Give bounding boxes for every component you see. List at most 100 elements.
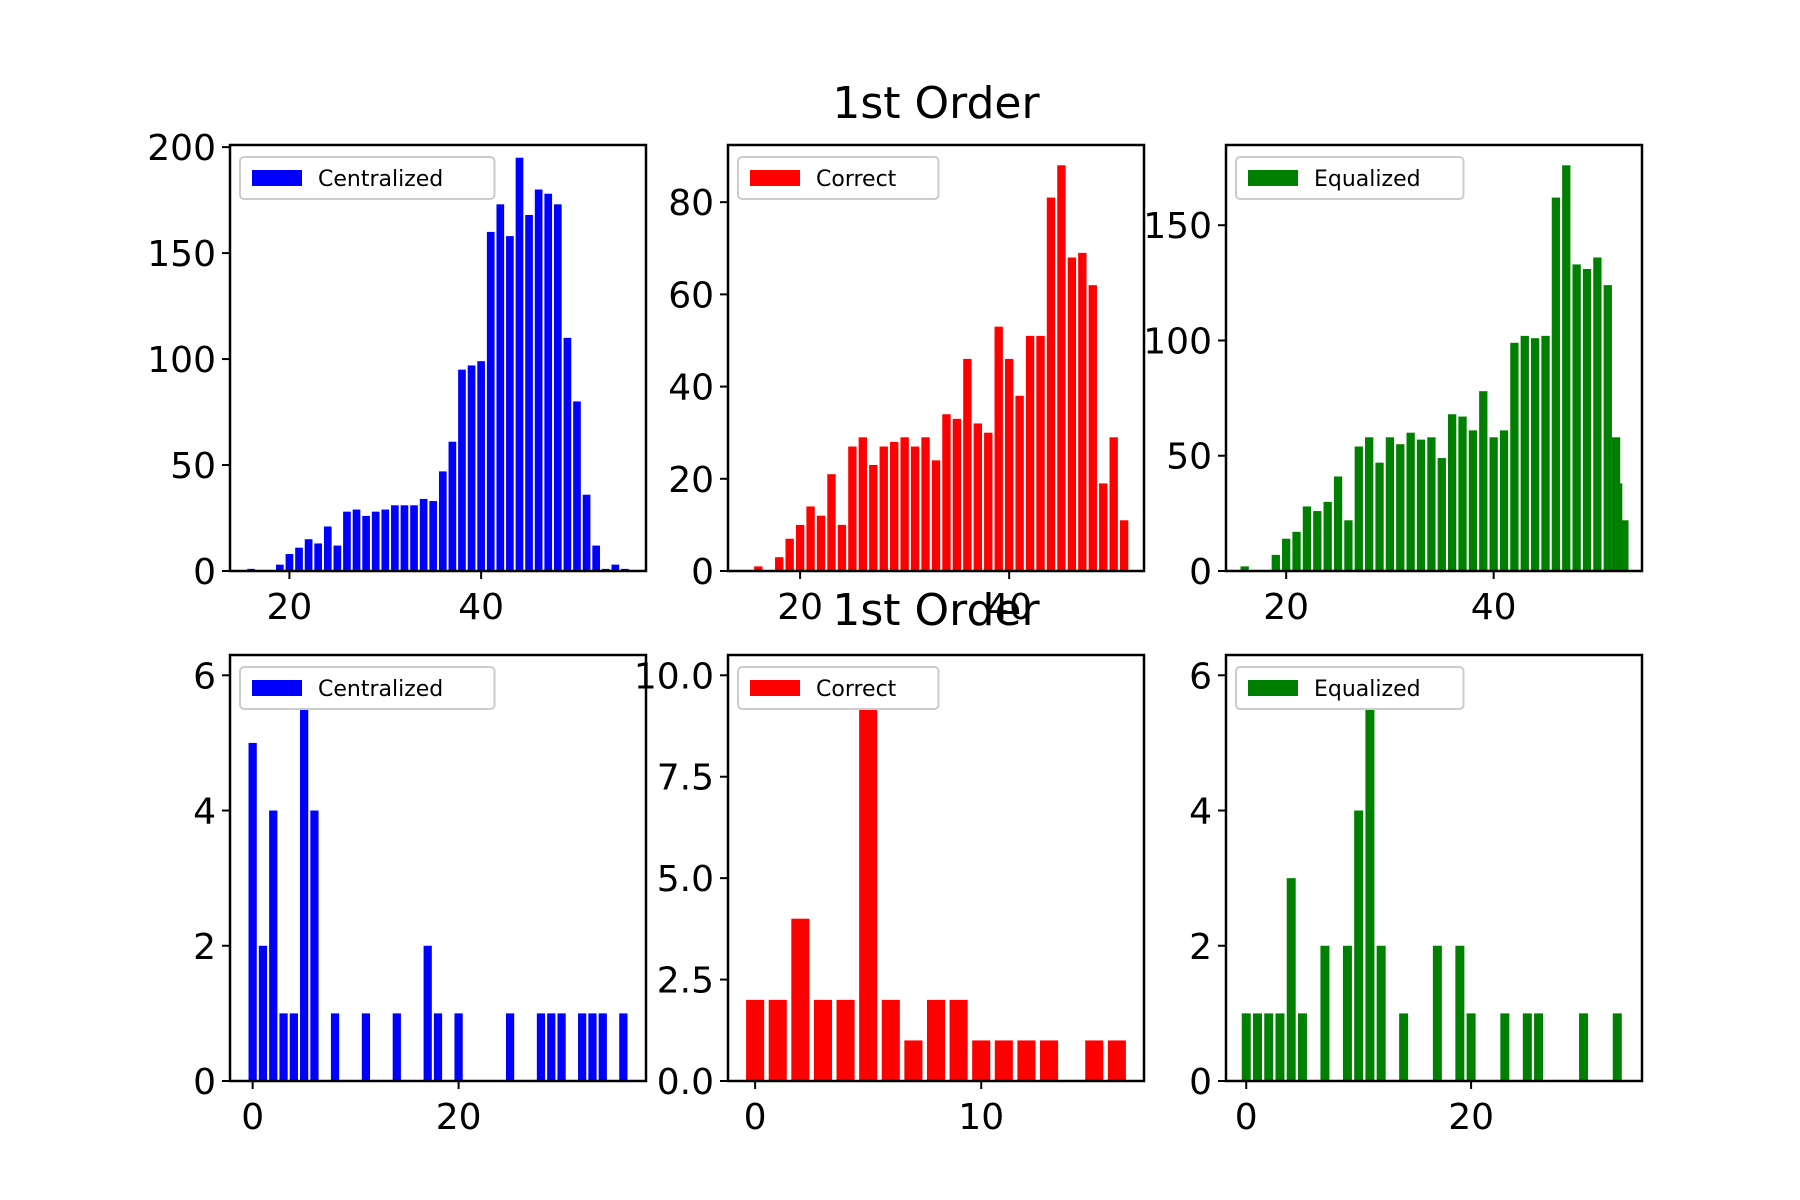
bar — [904, 1040, 923, 1081]
bar — [1275, 1013, 1285, 1081]
bar — [1541, 335, 1550, 571]
bar — [1416, 439, 1426, 571]
bar — [1036, 335, 1045, 571]
bar — [890, 441, 899, 571]
bar — [795, 524, 805, 571]
y-tick-label: 150 — [147, 234, 216, 275]
bar — [1385, 437, 1395, 571]
bar — [258, 945, 268, 1081]
bar — [496, 204, 505, 571]
bar — [1004, 358, 1014, 571]
bar — [775, 557, 784, 571]
y-tick-label: 20 — [668, 460, 714, 501]
bar — [295, 547, 303, 571]
bar — [343, 511, 351, 571]
bar — [310, 810, 319, 1081]
bar — [869, 464, 878, 571]
subplot-6: 0 20 0 2 4 6 Equalized — [1189, 653, 1644, 1138]
subplot-2: 20 40 0 20 40 60 80 Correct — [668, 143, 1146, 628]
bar — [1088, 285, 1097, 571]
bar — [1406, 432, 1415, 571]
bar — [1489, 437, 1498, 571]
bar — [592, 545, 600, 571]
bar — [754, 566, 763, 571]
y-tick-label: 50 — [170, 446, 216, 487]
x-tick-label: 0 — [241, 1097, 264, 1138]
bar — [837, 524, 847, 571]
y-tick-label: 0.0 — [657, 1062, 714, 1103]
bar — [362, 515, 370, 571]
bar — [1109, 437, 1118, 571]
bar — [371, 511, 380, 571]
bar — [1534, 1013, 1544, 1081]
axes-frame — [228, 653, 648, 1083]
bar — [994, 326, 1003, 571]
bar — [1455, 945, 1465, 1081]
bar — [248, 742, 257, 1081]
legend-frame — [239, 666, 496, 710]
bar — [410, 505, 418, 571]
bar — [276, 564, 284, 571]
bar — [400, 505, 409, 571]
bar — [1551, 197, 1561, 571]
bar — [816, 515, 826, 571]
x-tick-label: 20 — [777, 587, 823, 628]
bar — [1323, 501, 1332, 571]
legend-frame — [1235, 666, 1465, 710]
figure-title-top: 1st Order — [832, 78, 1040, 129]
y-tick-label: 100 — [147, 340, 216, 381]
subplot-4: 0 20 0 2 4 6 Centralized — [193, 653, 648, 1138]
bar — [1603, 285, 1612, 571]
bar — [827, 474, 836, 571]
bar — [1562, 165, 1571, 572]
y-tick-label: 100 — [1143, 321, 1212, 362]
bar — [563, 337, 572, 571]
axes-frame — [228, 143, 648, 573]
bar — [1500, 1013, 1510, 1081]
y-tick-label: 50 — [1166, 437, 1212, 478]
legend-label: Correct — [816, 677, 897, 702]
bar — [1579, 1013, 1589, 1081]
legend: Centralized — [239, 156, 496, 200]
bar — [900, 437, 909, 571]
x-tick-label: 40 — [986, 587, 1032, 628]
bar — [952, 418, 962, 571]
bar — [859, 675, 878, 1081]
legend-swatch — [252, 680, 302, 696]
bar — [1365, 437, 1374, 571]
legend: Correct — [737, 666, 940, 710]
bar — [1119, 520, 1129, 571]
bar — [1458, 416, 1467, 571]
bar — [1241, 1013, 1251, 1081]
bar — [573, 401, 581, 571]
bar — [330, 1013, 340, 1081]
bar — [588, 1013, 597, 1081]
axes-frame — [726, 143, 1146, 573]
x-tick-label: 0 — [744, 1097, 767, 1138]
bar — [1510, 342, 1519, 571]
bar — [534, 189, 543, 571]
x-tick-label: 10 — [958, 1097, 1004, 1138]
y-tick-label: 0 — [1189, 1062, 1212, 1103]
subplot-1: 20 40 0 50 100 150 200 Centralized — [147, 128, 648, 628]
bar — [1342, 945, 1352, 1081]
legend-label: Equalized — [1314, 677, 1421, 702]
bar — [423, 945, 432, 1081]
bar — [557, 1013, 566, 1081]
bar — [1611, 437, 1621, 571]
bar — [429, 501, 438, 571]
bar — [279, 1013, 288, 1081]
bar — [1078, 252, 1087, 571]
bar — [300, 675, 309, 1081]
bar — [1344, 520, 1353, 571]
bar — [458, 369, 466, 571]
legend-swatch — [252, 170, 302, 186]
bar — [1499, 430, 1509, 571]
legend-swatch — [750, 170, 800, 186]
bar — [806, 506, 815, 571]
bar — [289, 1013, 298, 1081]
bar — [1522, 1013, 1532, 1081]
x-tick-label: 20 — [267, 587, 313, 628]
